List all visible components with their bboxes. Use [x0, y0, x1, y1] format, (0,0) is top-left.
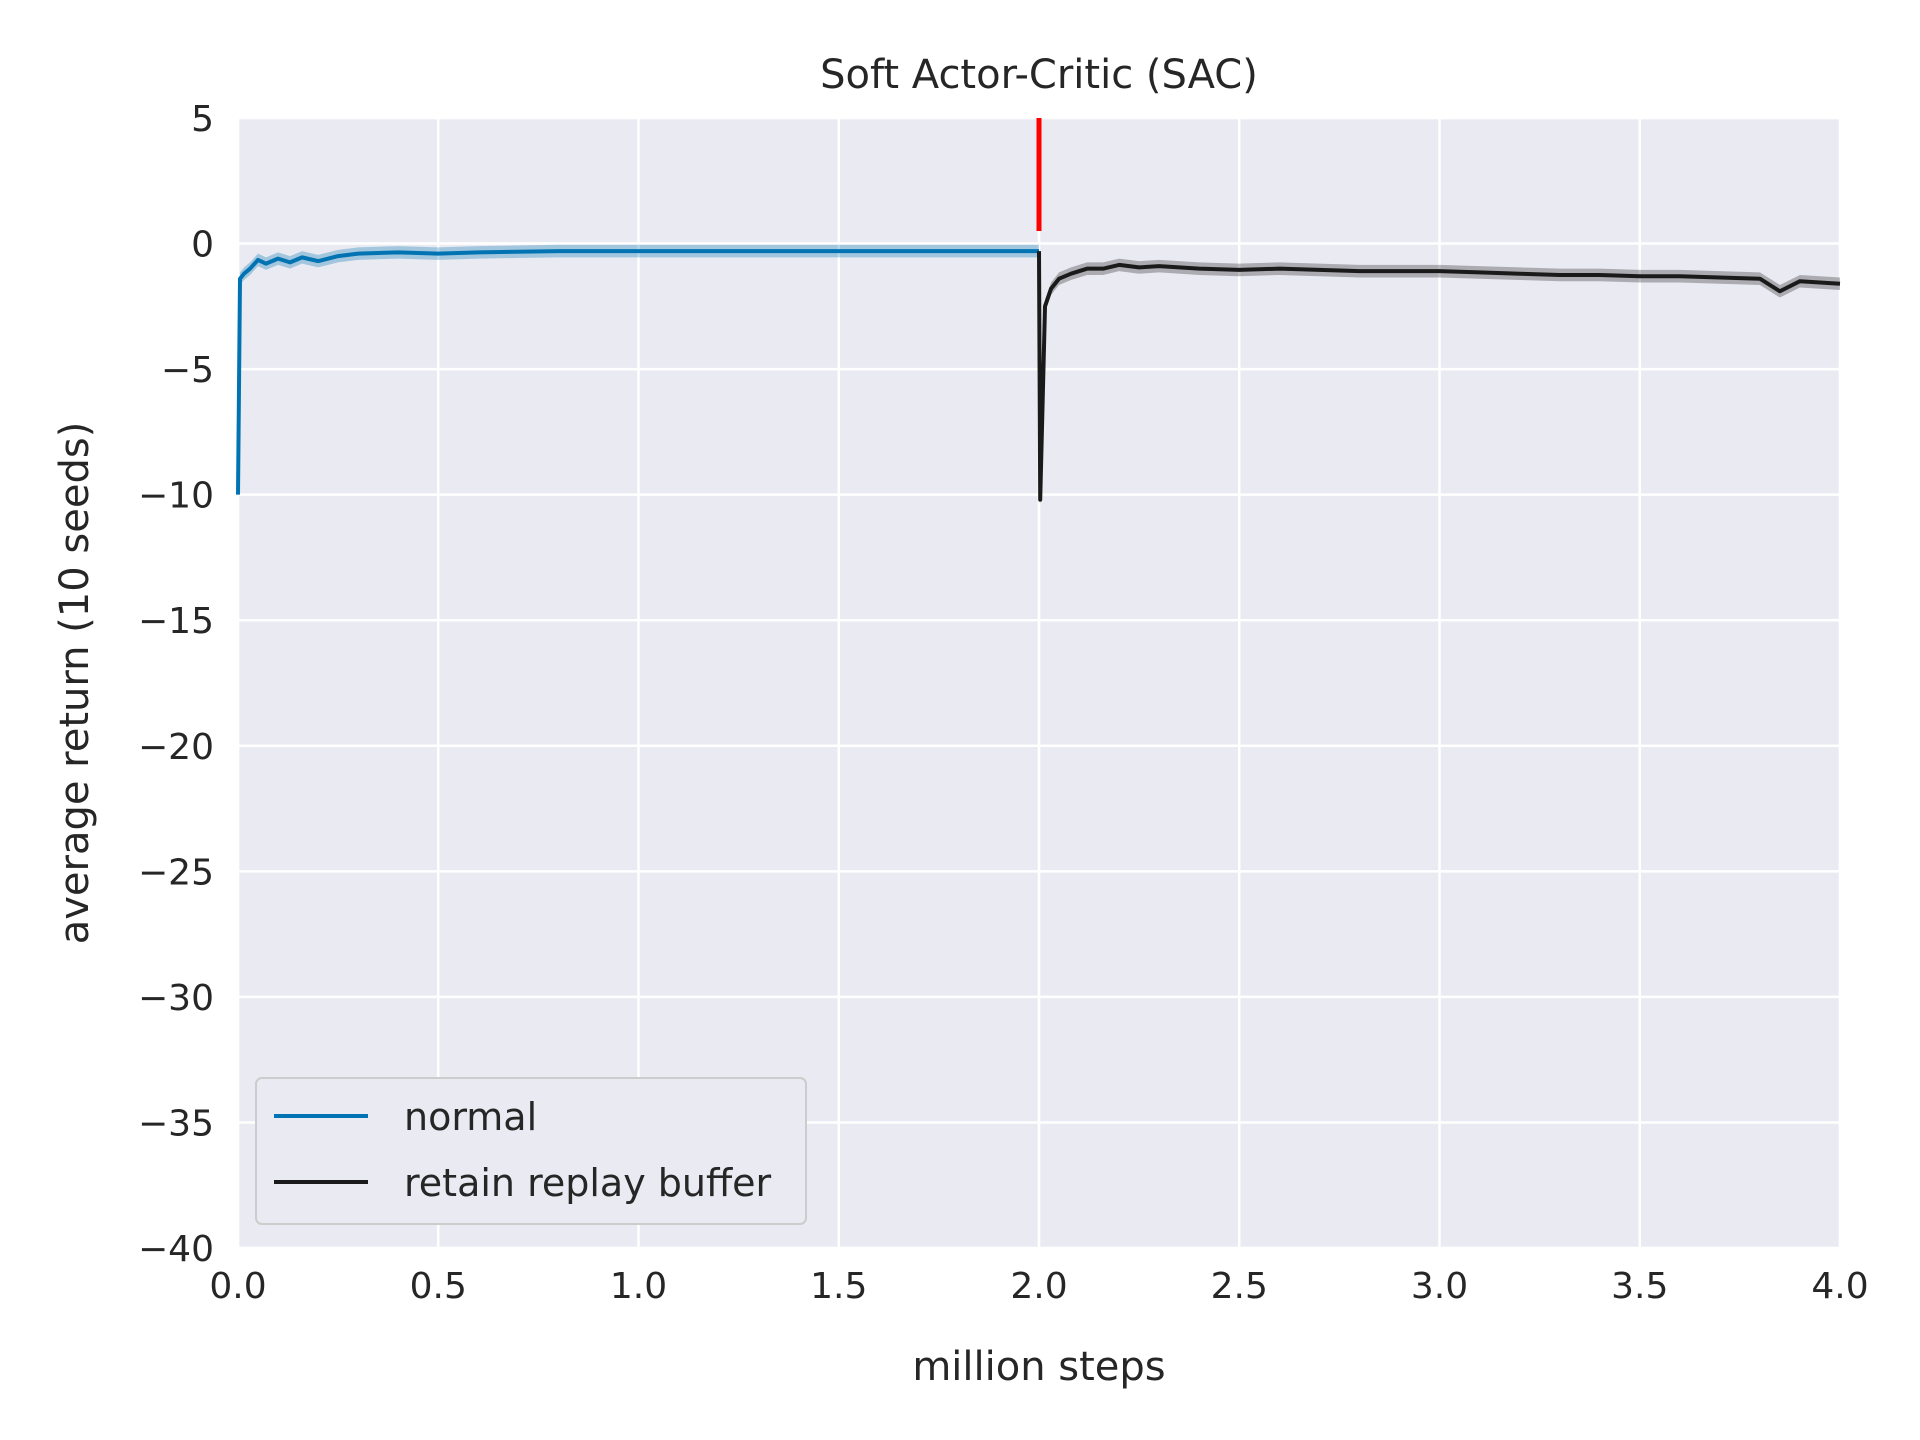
legend: normal retain replay buffer: [255, 1077, 807, 1225]
x-tick-label: 0.5: [410, 1266, 467, 1307]
y-tick-label: −15: [138, 601, 214, 642]
y-tick-label: −20: [138, 727, 214, 768]
legend-label-normal: normal: [404, 1095, 537, 1139]
x-tick-label: 3.0: [1411, 1266, 1468, 1307]
y-tick-labels: 5 0 −5 −10 −15 −20 −25 −30 −35 −40: [138, 99, 214, 1270]
series-line-0: [236, 249, 1039, 495]
legend-box: [255, 1077, 807, 1225]
y-tick-label: −40: [138, 1229, 214, 1270]
y-tick-label: −30: [138, 978, 214, 1019]
x-tick-label: 1.5: [810, 1266, 867, 1307]
x-tick-label: 0.0: [209, 1266, 266, 1307]
y-tick-label: −5: [161, 350, 214, 391]
legend-label-retain: retain replay buffer: [404, 1161, 772, 1205]
y-axis-label: average return (10 seeds): [52, 422, 98, 945]
x-tick-labels: 0.0 0.5 1.0 1.5 2.0 2.5 3.0 3.5 4.0: [209, 1266, 1868, 1307]
y-tick-label: −10: [138, 476, 214, 517]
y-tick-label: 5: [191, 99, 214, 140]
x-tick-label: 4.0: [1811, 1266, 1868, 1307]
x-tick-label: 2.0: [1010, 1266, 1067, 1307]
x-axis-label: million steps: [912, 1344, 1165, 1390]
series-layer: [236, 244, 1841, 506]
series-band-1: [1039, 244, 1840, 506]
y-tick-label: −25: [138, 852, 214, 893]
x-tick-label: 1.0: [610, 1266, 667, 1307]
y-tick-label: 0: [191, 225, 214, 266]
x-tick-label: 2.5: [1211, 1266, 1268, 1307]
chart-title: Soft Actor-Critic (SAC): [820, 52, 1258, 98]
series-line-1: [1037, 251, 1841, 502]
x-tick-label: 3.5: [1611, 1266, 1668, 1307]
y-tick-label: −35: [138, 1103, 214, 1144]
